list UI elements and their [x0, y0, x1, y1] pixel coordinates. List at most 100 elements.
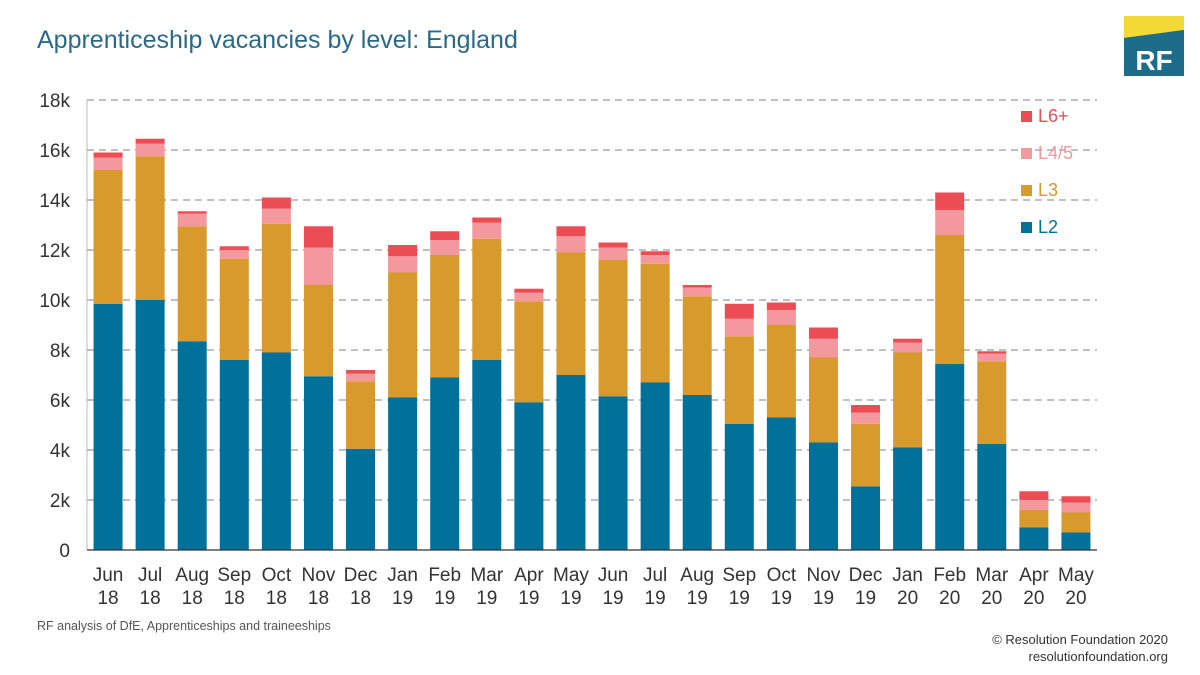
- bar-segment-l2: [177, 341, 207, 550]
- bar-segment-l45: [346, 373, 376, 382]
- bar-segment-l45: [430, 240, 460, 255]
- x-tick-label-year: 19: [645, 588, 666, 609]
- x-tick-label-year: 19: [476, 588, 497, 609]
- bar-segment-l3: [93, 170, 123, 304]
- bar-segment-l45: [93, 157, 123, 170]
- x-tick-label-year: 20: [1023, 588, 1044, 609]
- bar-segment-l2: [93, 303, 123, 550]
- legend: L6+ L4/5 L3 L2: [1021, 106, 1073, 237]
- bar-segment-l3: [303, 285, 333, 377]
- x-tick-label-year: 19: [434, 588, 455, 609]
- x-tick-label-year: 19: [560, 588, 581, 609]
- bar-segment-l45: [724, 318, 754, 337]
- x-tick-label-month: Apr: [514, 565, 544, 586]
- legend-label: L6+: [1038, 106, 1069, 126]
- bar-segment-l3: [640, 263, 670, 383]
- bar-segment-l2: [135, 300, 165, 550]
- x-tick-label-year: 19: [813, 588, 834, 609]
- bar-segment-l2: [388, 397, 418, 550]
- x-tick-label-month: Nov: [302, 565, 336, 586]
- y-tick-label: 6k: [50, 391, 71, 412]
- y-tick-label: 18k: [39, 91, 70, 112]
- bar-segment-l2: [261, 352, 291, 550]
- bar-segment-l6: [135, 138, 165, 144]
- bar-segment-l3: [766, 325, 796, 418]
- bar-segment-l6: [808, 327, 838, 339]
- bar-segment-l6: [556, 226, 586, 237]
- x-tick-label-month: Oct: [262, 565, 292, 586]
- bar-segment-l3: [556, 252, 586, 375]
- x-tick-label-month: Jun: [93, 565, 124, 586]
- y-tick-label: 14k: [39, 191, 70, 212]
- bar-segment-l45: [935, 210, 965, 235]
- bar-segment-l6: [388, 245, 418, 257]
- x-tick-label-year: 19: [687, 588, 708, 609]
- bar-segment-l6: [346, 370, 376, 374]
- x-tick-label-month: Jan: [892, 565, 923, 586]
- bar-segment-l6: [640, 251, 670, 255]
- bar-segment-l2: [219, 360, 249, 550]
- y-axis: 0 2k 4k 6k 8k 10k 12k 14k 16k 18k: [39, 91, 88, 562]
- bar-segment-l6: [177, 211, 207, 214]
- x-tick-label-year: 18: [224, 588, 245, 609]
- bar-segment-l2: [893, 447, 923, 550]
- x-tick-label-year: 18: [97, 588, 118, 609]
- bar-segment-l6: [598, 242, 628, 248]
- bar-segment-l2: [598, 396, 628, 550]
- x-tick-label-year: 20: [897, 588, 918, 609]
- logo-flag-shade: [1124, 30, 1184, 42]
- bar-segment-l2: [1019, 527, 1049, 550]
- bar-segment-l3: [808, 357, 838, 443]
- x-tick-label-year: 19: [392, 588, 413, 609]
- x-tick-label-year: 18: [266, 588, 287, 609]
- x-tick-label-month: Jan: [387, 565, 418, 586]
- x-tick-label-year: 18: [140, 588, 161, 609]
- bar-segment-l3: [977, 361, 1007, 444]
- bar-segment-l45: [219, 250, 249, 259]
- bar-segment-l2: [514, 402, 544, 550]
- bar-segment-l2: [977, 443, 1007, 550]
- bar-segment-l45: [472, 222, 502, 239]
- bar-segment-l45: [514, 292, 544, 302]
- bar-segment-l6: [1019, 491, 1049, 500]
- bar-segment-l2: [640, 382, 670, 550]
- x-tick-label-month: May: [553, 565, 589, 586]
- x-tick-label-year: 19: [855, 588, 876, 609]
- bar-segment-l45: [135, 143, 165, 157]
- bar-segment-l6: [514, 288, 544, 293]
- bar-segment-l3: [388, 272, 418, 398]
- x-tick-label-year: 20: [939, 588, 960, 609]
- bar-segment-l6: [261, 197, 291, 209]
- y-tick-label: 0: [59, 541, 70, 562]
- bar-segment-l45: [851, 412, 881, 424]
- x-tick-label-year: 20: [1065, 588, 1086, 609]
- x-tick-label-year: 19: [602, 588, 623, 609]
- x-tick-label-month: Feb: [933, 565, 966, 586]
- bar-segment-l6: [893, 338, 923, 343]
- x-tick-label-year: 19: [729, 588, 750, 609]
- bar-segment-l3: [430, 255, 460, 378]
- bar-segment-l6: [430, 231, 460, 240]
- legend-swatch: [1021, 148, 1032, 159]
- bar-segment-l2: [766, 417, 796, 550]
- credit-line-1: © Resolution Foundation 2020: [992, 632, 1168, 647]
- bar-segment-l45: [893, 342, 923, 353]
- legend-label: L3: [1038, 180, 1058, 200]
- x-tick-label-month: Jul: [138, 565, 162, 586]
- source-note: RF analysis of DfE, Apprenticeships and …: [37, 619, 331, 633]
- x-tick-label-month: Jun: [598, 565, 629, 586]
- y-tick-label: 4k: [50, 441, 71, 462]
- x-tick-label-month: Sep: [722, 565, 756, 586]
- credit: © Resolution Foundation 2020 resolutionf…: [992, 631, 1168, 665]
- x-tick-label-month: May: [1058, 565, 1094, 586]
- bar-segment-l6: [724, 303, 754, 319]
- bar-segment-l3: [219, 258, 249, 360]
- y-tick-label: 8k: [50, 341, 71, 362]
- gridlines: [87, 99, 1097, 501]
- bar-segment-l3: [893, 352, 923, 448]
- bar-segment-l45: [808, 338, 838, 358]
- x-tick-label-year: 19: [771, 588, 792, 609]
- bar-segment-l45: [261, 208, 291, 224]
- bar-segment-l6: [851, 405, 881, 413]
- bar-segment-l3: [1061, 512, 1091, 533]
